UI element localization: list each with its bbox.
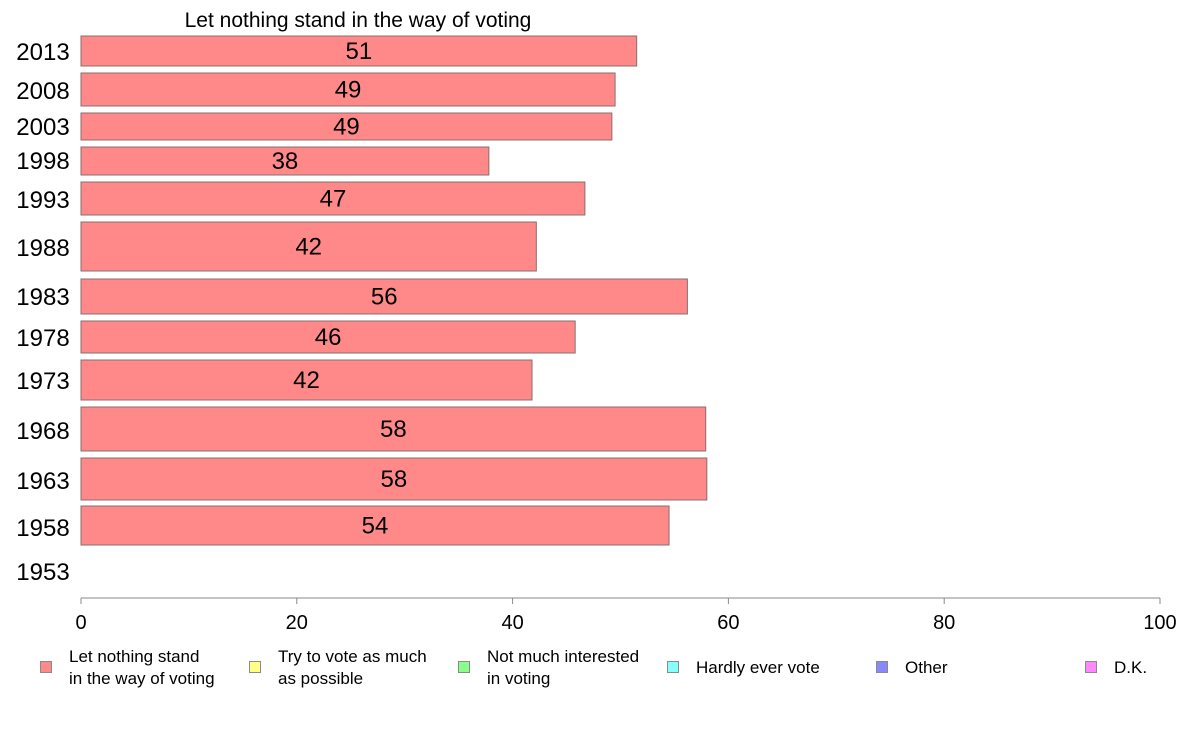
- year-label-1998: 1998: [16, 148, 69, 175]
- bar-label-1978: 46: [315, 324, 342, 351]
- legend-item-hardly-ever-vote: Hardly ever vote: [667, 646, 820, 679]
- bar-1988: [80, 221, 537, 272]
- chart-title: Let nothing stand in the way of voting: [185, 9, 532, 32]
- legend-label: Try to vote as much as possible: [278, 647, 427, 688]
- bar-1963: [80, 457, 708, 501]
- year-labels: 2013 2008 2003 1998 1993 1988 1983 1978 1973 1968…: [16, 39, 69, 586]
- bar-chart: Let nothing stand in the way of voting 5…: [16, 9, 1177, 634]
- year-label-1978: 1978: [16, 325, 69, 352]
- year-label-2003: 2003: [16, 114, 69, 141]
- legend: Let nothing stand in the way of voting T…: [0, 646, 1188, 706]
- legend-label: Not much interested in voting: [487, 647, 640, 688]
- bar-2003: [80, 112, 613, 141]
- legend-item-dk: D.K.: [1085, 646, 1147, 679]
- bar-label-2003: 49: [333, 114, 360, 141]
- bar-2008: [80, 72, 616, 107]
- legend-swatch: [876, 661, 888, 673]
- bars-group: 51 49 49 38 47 42 56 46 42 58 58 54: [80, 35, 708, 546]
- bar-label-1963: 58: [381, 466, 408, 493]
- year-label-2013: 2013: [16, 39, 69, 66]
- bar-1973: [80, 359, 533, 401]
- x-tick-label-60: 60: [717, 612, 739, 634]
- bar-label-1968: 58: [380, 416, 407, 443]
- legend-swatch: [667, 661, 679, 673]
- bar-1998: [80, 146, 490, 176]
- legend-label: Other: [905, 658, 948, 677]
- legend-label: Let nothing stand in the way of voting: [69, 647, 215, 688]
- year-label-1953: 1953: [16, 559, 69, 586]
- bar-1993: [80, 181, 586, 216]
- year-label-1958: 1958: [16, 515, 69, 542]
- bar-label-1988: 42: [295, 234, 322, 261]
- bar-1968: [80, 406, 707, 452]
- bar-label-1958: 54: [362, 513, 389, 540]
- year-label-1973: 1973: [16, 368, 69, 395]
- legend-label: Hardly ever vote: [696, 658, 820, 677]
- bar-label-1993: 47: [320, 186, 347, 213]
- x-tick-label-100: 100: [1143, 612, 1176, 634]
- year-label-1963: 1963: [16, 468, 69, 495]
- bar-1983: [80, 278, 688, 315]
- bar-2013: [80, 35, 638, 67]
- legend-swatch: [1085, 661, 1097, 673]
- year-label-2008: 2008: [16, 78, 69, 105]
- legend-item-not-much-interested: Not much interested in voting: [458, 646, 639, 690]
- year-label-1993: 1993: [16, 187, 69, 214]
- legend-swatch: [458, 661, 470, 673]
- legend-item-let-nothing-stand: Let nothing stand in the way of voting: [40, 646, 215, 690]
- x-tick-label-20: 20: [286, 612, 308, 634]
- bar-label-2008: 49: [335, 77, 362, 104]
- year-label-1968: 1968: [16, 418, 69, 445]
- bar-1978: [80, 320, 576, 354]
- bar-label-1973: 42: [293, 367, 320, 394]
- bar-label-1998: 38: [272, 148, 299, 175]
- legend-label: D.K.: [1114, 658, 1148, 677]
- bar-label-2013: 51: [345, 38, 372, 65]
- legend-swatch: [249, 661, 261, 673]
- x-axis: 0 20 40 60 80 100: [75, 597, 1177, 634]
- bar-label-1983: 56: [371, 284, 398, 311]
- year-label-1983: 1983: [16, 284, 69, 311]
- legend-item-other: Other: [876, 646, 948, 679]
- bar-1958: [80, 505, 670, 546]
- legend-item-try-to-vote: Try to vote as much as possible: [249, 646, 427, 690]
- year-label-1988: 1988: [16, 235, 69, 262]
- legend-swatch: [40, 661, 52, 673]
- x-tick-label-80: 80: [933, 612, 955, 634]
- x-tick-label-40: 40: [501, 612, 523, 634]
- x-tick-label-0: 0: [75, 612, 86, 634]
